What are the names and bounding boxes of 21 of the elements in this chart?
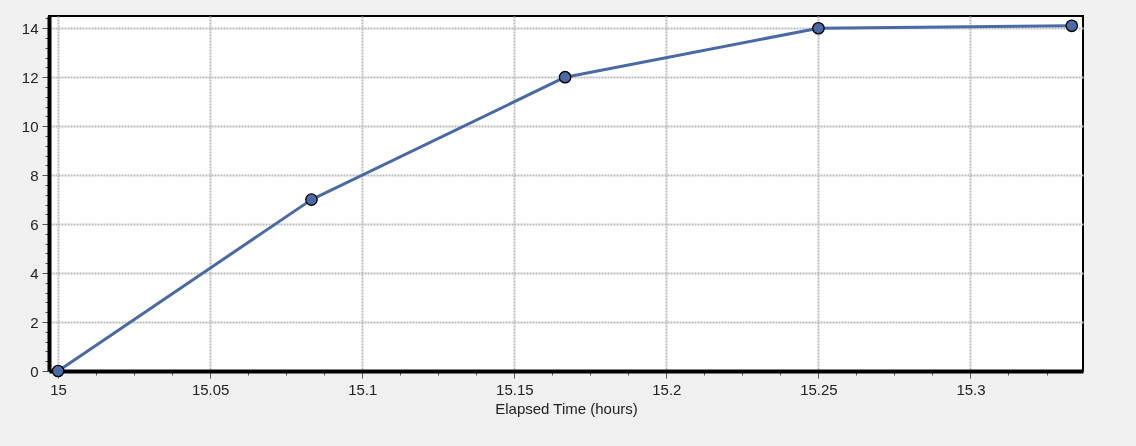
y-tick-label: 0: [30, 362, 39, 380]
y-tick-label: 14: [21, 19, 39, 37]
y-tick-label: 12: [21, 68, 39, 86]
x-tick-label: 15.2: [652, 380, 682, 398]
x-tick-label: 15: [50, 380, 67, 398]
x-tick-label: 15.1: [348, 380, 378, 398]
x-tick-label: 15.15: [496, 380, 534, 398]
x-axis-title: Elapsed Time (hours): [495, 399, 638, 417]
point: [1065, 19, 1079, 33]
y-tick-label: 8: [30, 166, 39, 184]
x-tick-label: 15.25: [800, 380, 838, 398]
y-tick-label: 10: [21, 117, 39, 135]
point: [51, 364, 65, 378]
y-tick-label: 4: [30, 264, 39, 282]
y-tick-label: 2: [30, 313, 39, 331]
y-tick-label: 6: [30, 215, 39, 233]
point: [305, 193, 318, 206]
x-tick-label: 15.3: [956, 380, 986, 398]
x-tick-label: 15.05: [191, 380, 230, 398]
point: [558, 70, 572, 84]
point: [812, 21, 825, 35]
